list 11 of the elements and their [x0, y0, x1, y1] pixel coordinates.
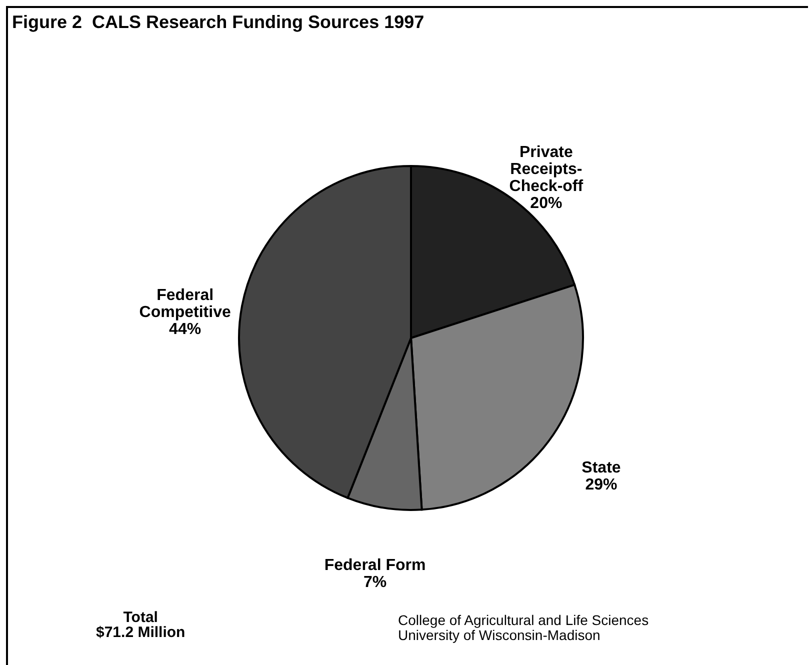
- data-label: 7%: [363, 574, 387, 592]
- slice-label: Federal Form: [324, 557, 426, 574]
- chart-title: Figure 2 CALS Research Funding Sources 1997: [12, 12, 424, 33]
- text: Total $71.2 Million: [96, 609, 186, 641]
- data-label: 44%: [169, 320, 202, 338]
- slice-label: Federal Competitive: [139, 286, 231, 321]
- data-label: 20%: [530, 194, 562, 212]
- data-label: 29%: [585, 476, 618, 494]
- slice-label: State: [582, 459, 621, 476]
- slice-label: Private Receipts-Check-off: [509, 144, 584, 195]
- text: College of Agricultural and Life Sciences University of Wisconsin-Madison: [398, 612, 649, 643]
